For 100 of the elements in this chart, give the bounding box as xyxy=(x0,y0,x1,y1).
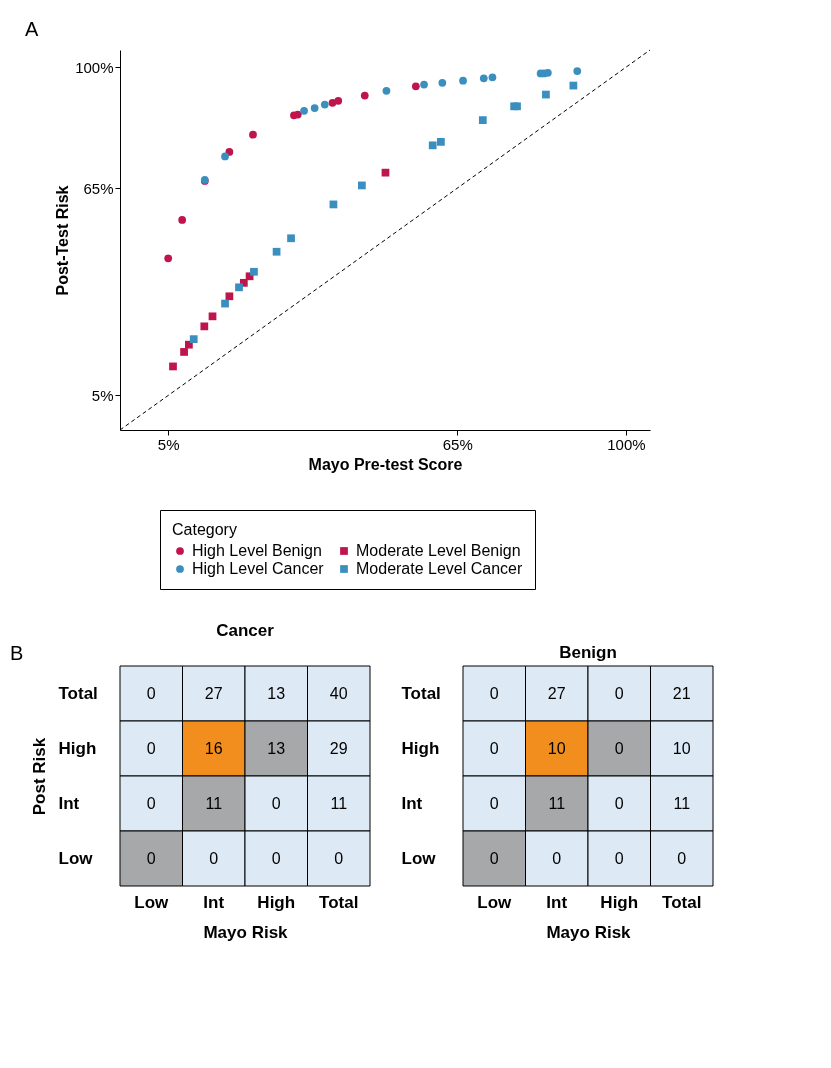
data-label: 0 xyxy=(489,684,499,702)
y-tick-label: 100% xyxy=(75,58,114,76)
legend-label: High Level Cancer xyxy=(192,560,325,577)
point xyxy=(287,234,295,243)
y-axis-title: Post-Test Risk xyxy=(54,185,72,296)
point xyxy=(360,91,369,100)
text: B xyxy=(10,642,24,664)
legend-label: Moderate Level Cancer xyxy=(356,560,523,577)
x-tick-label: 100% xyxy=(607,435,646,453)
data-label: 0 xyxy=(614,849,624,867)
point xyxy=(542,90,550,99)
y-tick-label: Low xyxy=(58,848,94,868)
point xyxy=(334,96,343,105)
point xyxy=(164,254,173,263)
data-label: 40 xyxy=(329,684,348,702)
data-label: 0 xyxy=(146,684,156,702)
point xyxy=(189,335,198,344)
data-label: 0 xyxy=(146,849,156,867)
data-label: 21 xyxy=(672,684,691,702)
data-label: 27 xyxy=(204,684,223,702)
x-axis-title: Mayo Risk xyxy=(546,922,632,942)
point xyxy=(381,168,390,177)
point xyxy=(428,141,437,150)
point xyxy=(272,247,281,256)
point xyxy=(478,116,487,124)
point xyxy=(328,98,337,107)
y-tick-label: High xyxy=(58,738,97,758)
data-label: 13 xyxy=(267,739,286,757)
point xyxy=(300,106,308,115)
point xyxy=(221,299,229,308)
y-tick-label: Low xyxy=(401,848,437,868)
point xyxy=(169,362,177,371)
data-label: 0 xyxy=(334,849,344,867)
data-label: 0 xyxy=(146,794,156,812)
point xyxy=(225,292,234,301)
point xyxy=(488,73,497,82)
data-label: 29 xyxy=(329,739,348,757)
data-label: 16 xyxy=(204,739,223,757)
y-tick-label: High xyxy=(401,738,440,758)
x-tick-label: 5% xyxy=(157,435,180,453)
point xyxy=(208,312,217,321)
data-label: 0 xyxy=(489,739,499,757)
x-tick-label: Total xyxy=(662,892,702,912)
data-label: 10 xyxy=(547,739,566,757)
y-tick-label: 65% xyxy=(83,179,114,197)
x-axis-title: Mayo Pre-test Score xyxy=(308,455,463,473)
point xyxy=(479,74,488,83)
text: A xyxy=(25,18,39,40)
y-tick-label: Int xyxy=(401,793,423,813)
data-label: 0 xyxy=(489,794,499,812)
x-tick-label: 65% xyxy=(442,435,473,453)
data-label: 27 xyxy=(547,684,566,702)
data-label: 11 xyxy=(330,794,348,812)
x-tick-label: High xyxy=(600,892,639,912)
data-label: 13 xyxy=(267,684,286,702)
point xyxy=(320,100,329,109)
x-tick-label: Low xyxy=(477,892,513,912)
legend-label: High Level Benign xyxy=(192,542,322,559)
point xyxy=(250,267,258,276)
x-tick-label: Total xyxy=(319,892,359,912)
data-label: 0 xyxy=(209,849,219,867)
data-label: 0 xyxy=(552,849,562,867)
point xyxy=(437,138,445,146)
data-label: 11 xyxy=(548,794,566,812)
point xyxy=(411,82,420,91)
x-tick-label: Low xyxy=(134,892,170,912)
point xyxy=(358,181,366,190)
data-label: 0 xyxy=(271,794,281,812)
y-tick-label: Total xyxy=(58,683,98,703)
point xyxy=(221,152,229,161)
x-tick-label: Int xyxy=(203,892,225,912)
y-tick-label: 5% xyxy=(91,386,114,404)
chart-title: Benign xyxy=(559,642,617,662)
y-tick-label: Total xyxy=(401,683,441,703)
point xyxy=(180,348,188,356)
data-label: 0 xyxy=(146,739,156,757)
point xyxy=(235,283,243,292)
legend-label: Moderate Level Benign xyxy=(356,542,521,559)
point xyxy=(382,86,391,95)
point xyxy=(178,216,187,224)
data-label: 0 xyxy=(271,849,281,867)
chart-title: Cancer xyxy=(216,621,275,640)
point xyxy=(573,67,582,75)
y-axis-title: Post Risk xyxy=(29,737,49,816)
x-tick-label: Int xyxy=(546,892,568,912)
x-axis-title: Mayo Risk xyxy=(203,922,289,942)
point xyxy=(459,76,467,85)
data-label: 10 xyxy=(672,739,691,757)
legend-title: Category xyxy=(172,521,237,538)
y-tick-label: Int xyxy=(58,793,80,813)
point xyxy=(310,104,319,112)
point xyxy=(185,340,193,349)
data-label: 0 xyxy=(614,794,624,812)
data-label: 11 xyxy=(673,794,691,812)
data-label: 0 xyxy=(489,849,499,867)
data-label: 0 xyxy=(614,684,624,702)
point xyxy=(249,130,257,139)
point xyxy=(293,110,302,119)
data-label: 11 xyxy=(205,794,223,812)
point xyxy=(438,78,447,87)
